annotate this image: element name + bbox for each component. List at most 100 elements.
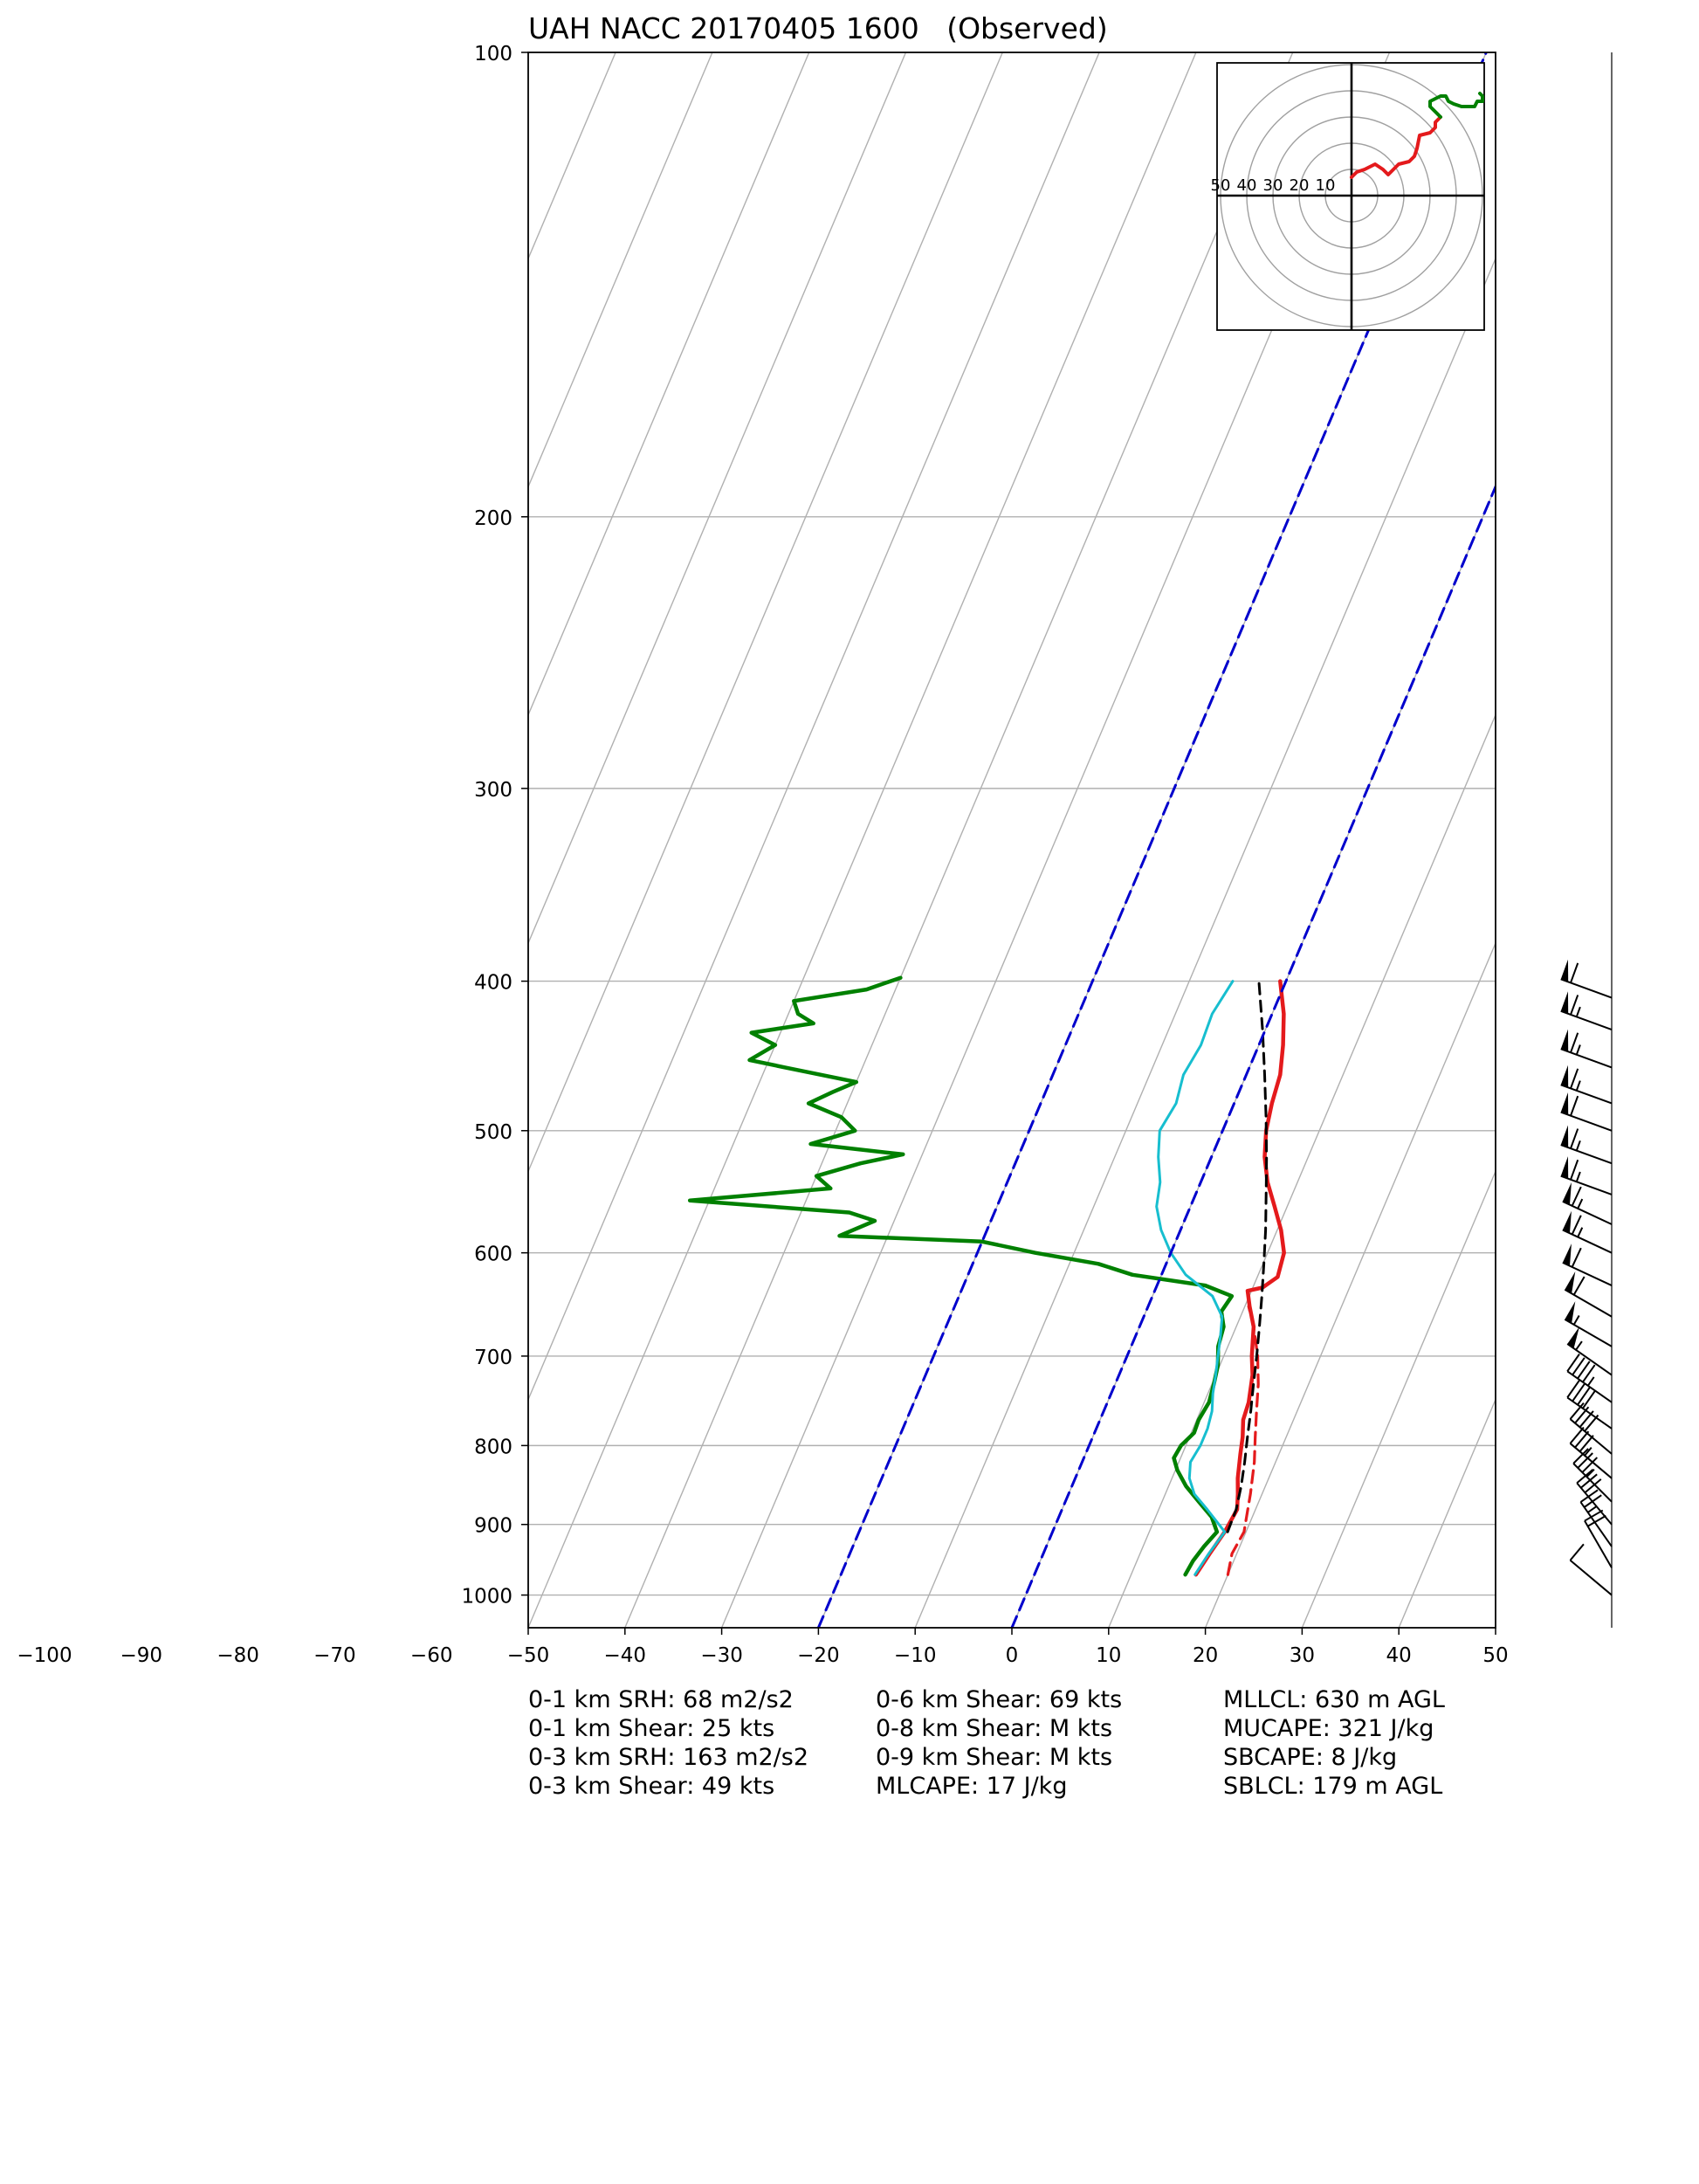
wind-barb (1566, 1354, 1613, 1403)
isotherm-gridline (1204, 941, 1496, 1628)
barb-full (1570, 1128, 1579, 1149)
barb-flag (1562, 1182, 1572, 1205)
barb-full (1571, 1186, 1582, 1207)
temperature-tick-label: −100 (17, 1644, 72, 1667)
isotherm-gridline (1592, 52, 1699, 1628)
stat-shear-0-9: 0-9 km Shear: M kts (876, 1744, 1113, 1771)
barb-half (1575, 1171, 1581, 1182)
barb-full (1569, 1426, 1585, 1444)
pressure-tick-label: 500 (474, 1121, 512, 1144)
pressure-tick-label: 200 (474, 507, 512, 530)
temperature-tick-label: 40 (1386, 1644, 1412, 1667)
barb-full (1570, 1068, 1579, 1089)
barb-full (1577, 1361, 1591, 1380)
barb-full (1572, 1383, 1586, 1402)
barb-staff (1566, 1370, 1613, 1403)
barb-full (1570, 1032, 1579, 1053)
barb-staff (1569, 1443, 1613, 1479)
wind-barb (1584, 1509, 1613, 1568)
barb-full (1577, 1387, 1591, 1406)
temperature-tick-label: −10 (894, 1644, 937, 1667)
barb-full (1570, 1095, 1579, 1117)
isotherm-gridline (0, 52, 519, 1628)
barb-half (1575, 1080, 1581, 1092)
temperature-tick-label: 30 (1290, 1644, 1315, 1667)
barb-flag (1560, 991, 1569, 1014)
barb-staff (1560, 978, 1613, 999)
wind-barb (1564, 1271, 1613, 1318)
hodograph-ring-label: 30 (1263, 176, 1283, 195)
barb-full (1582, 1364, 1596, 1383)
barb-staff (1564, 1288, 1613, 1318)
barb-full (1572, 1357, 1586, 1375)
barb-flag (1560, 959, 1569, 982)
barb-full (1569, 1543, 1585, 1561)
barb-half (1575, 1044, 1581, 1056)
barb-staff (1560, 1048, 1613, 1069)
hodograph-trace (1350, 115, 1442, 179)
temperature-tick-label: −20 (797, 1644, 840, 1667)
stat-shear-0-3: 0-3 km Shear: 49 kts (528, 1773, 775, 1800)
barb-full (1579, 1489, 1599, 1503)
barb-half (1577, 1198, 1584, 1209)
barb-half (1577, 1227, 1584, 1237)
stat-sbcape: SBCAPE: 8 J/kg (1223, 1744, 1398, 1771)
barb-full (1576, 1469, 1594, 1485)
sounding-profiles (687, 52, 1496, 1628)
wind-barb (1566, 1380, 1613, 1430)
barb-half (1575, 1340, 1583, 1351)
wind-barb (1569, 1543, 1613, 1596)
barb-full (1577, 1452, 1593, 1469)
barb-flag (1565, 1301, 1576, 1324)
barb-flag (1560, 1125, 1569, 1148)
barb-staff (1560, 1084, 1613, 1105)
barb-flag (1560, 1092, 1569, 1115)
temperature-tick-label: −30 (700, 1644, 743, 1667)
barb-full (1574, 1406, 1590, 1424)
barb-staff (1562, 1229, 1613, 1254)
pressure-tick-label: 1000 (461, 1586, 512, 1609)
pressure-tick-label: 700 (474, 1347, 512, 1369)
barb-full (1572, 1276, 1586, 1296)
barb-staff (1579, 1501, 1613, 1547)
wind-barb (1560, 1029, 1613, 1069)
barb-flag (1567, 1326, 1579, 1349)
wind-barb (1560, 991, 1613, 1031)
barb-half (1586, 1468, 1595, 1478)
barb-full (1572, 1448, 1589, 1464)
barb-half (1575, 1006, 1581, 1017)
temperature-tick-label: −90 (120, 1644, 163, 1667)
pressure-tick-label: 600 (474, 1244, 512, 1266)
temperature-tick-label: −60 (410, 1644, 453, 1667)
wetbulb-line (1155, 980, 1235, 1576)
stat-sblcl: SBLCL: 179 m AGL (1223, 1773, 1443, 1800)
wind-barb (1560, 1156, 1613, 1195)
hodograph-ring-label: 50 (1211, 176, 1231, 195)
temperature-tick-label: 10 (1096, 1644, 1121, 1667)
wind-barb (1562, 1244, 1613, 1286)
stat-shear-0-6: 0-6 km Shear: 69 kts (876, 1686, 1123, 1713)
barb-full (1570, 995, 1579, 1016)
barb-staff (1584, 1520, 1613, 1568)
hodograph-trace (1428, 92, 1484, 119)
hodograph-ring-label: 40 (1237, 176, 1257, 195)
barb-staff (1560, 1144, 1613, 1165)
barb-staff (1576, 1482, 1613, 1526)
wind-barb (1560, 959, 1613, 999)
barb-full (1569, 1402, 1585, 1420)
barb-full (1566, 1380, 1580, 1398)
barb-full (1579, 1435, 1594, 1452)
wind-barb (1564, 1301, 1613, 1347)
chart-title: UAH NACC 20170405 1600 (Observed) (528, 11, 1108, 45)
barb-full (1570, 1159, 1579, 1181)
barb-half (1586, 1376, 1595, 1387)
wind-barb (1572, 1448, 1613, 1503)
isotherm-gridline (0, 52, 422, 1628)
hodograph-inset: 50 40 30 20 10 (1211, 62, 1485, 331)
pressure-tick-label: 400 (474, 972, 512, 995)
isotherm-gridline (1301, 1169, 1496, 1628)
barb-flag (1562, 1210, 1572, 1234)
sounding-indices: 0-1 km SRH: 68 m2/s2 0-6 km Shear: 69 kt… (528, 1687, 1576, 1800)
barb-staff (1564, 1319, 1613, 1347)
temperature-tick-label: −80 (217, 1644, 259, 1667)
